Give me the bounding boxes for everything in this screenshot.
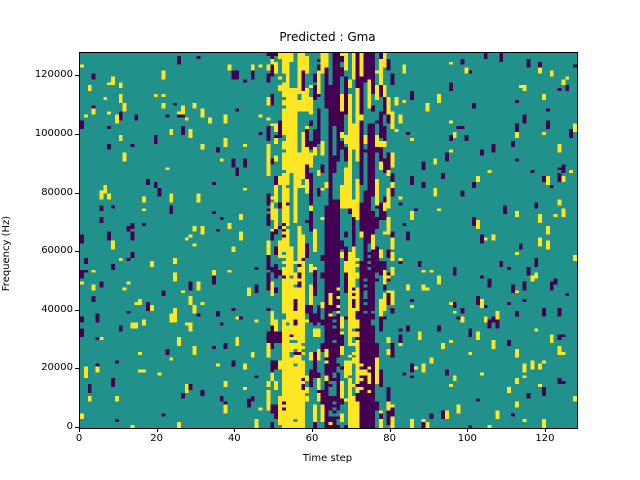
y-tick-mark <box>75 192 79 194</box>
x-tick-mark <box>234 428 236 432</box>
y-tick-mark <box>75 368 79 370</box>
x-axis-label: Time step <box>302 453 353 464</box>
y-tick-mark <box>75 75 79 77</box>
y-tick-label: 0 <box>66 421 73 432</box>
x-tick-mark <box>156 428 158 432</box>
x-tick-label: 80 <box>383 433 396 444</box>
y-tick-mark <box>75 427 79 428</box>
y-tick-mark <box>75 134 79 136</box>
x-tick-mark <box>311 428 313 432</box>
y-tick-label: 60000 <box>41 245 73 257</box>
y-tick-mark <box>75 251 79 253</box>
y-tick-label: 40000 <box>41 303 73 315</box>
y-tick-label: 120000 <box>34 69 73 81</box>
heatmap-plot-area <box>79 52 578 429</box>
x-tick-label: 120 <box>535 433 555 444</box>
y-tick-label: 20000 <box>41 362 73 374</box>
y-axis-label: Frequency (Hz) <box>1 215 12 292</box>
y-tick-label: 80000 <box>41 186 73 198</box>
x-tick-label: 20 <box>150 433 164 444</box>
x-tick-mark <box>79 428 80 432</box>
heatmap-image <box>80 53 577 428</box>
x-tick-label: 0 <box>75 433 83 444</box>
x-tick-mark <box>544 428 546 432</box>
x-tick-label: 100 <box>457 433 477 444</box>
x-tick-mark <box>467 428 469 432</box>
y-tick-mark <box>75 309 79 311</box>
y-tick-label: 100000 <box>34 128 73 140</box>
x-tick-mark <box>389 428 391 432</box>
chart-title: Predicted : Gma <box>279 30 376 44</box>
x-tick-label: 40 <box>227 433 241 444</box>
x-tick-label: 60 <box>305 433 319 444</box>
